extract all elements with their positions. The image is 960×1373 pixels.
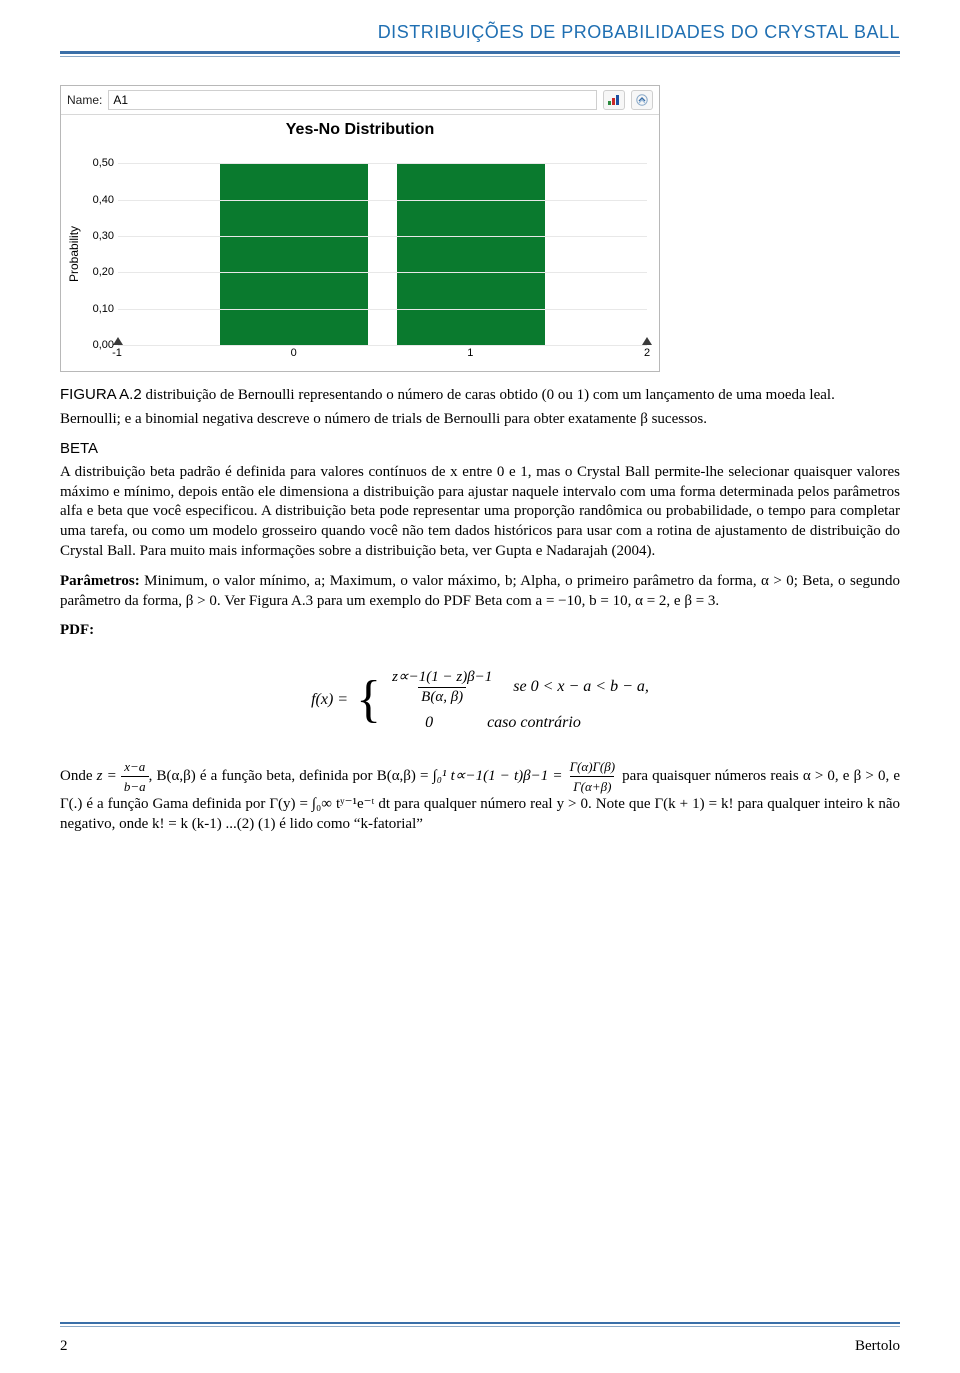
onde-post: para quaisquer números <box>618 768 766 784</box>
section-beta: BETA <box>60 440 900 457</box>
xtick-label: 2 <box>644 347 650 359</box>
ytick-label: 0,30 <box>84 230 114 242</box>
name-label: Name: <box>67 93 102 107</box>
onde-g-frac: Γ(α)Γ(β) Γ(α+β) <box>567 758 618 795</box>
collapse-icon-button[interactable] <box>631 90 653 110</box>
formula-bottom-val: 0 <box>389 714 469 732</box>
chart-icon <box>607 94 621 106</box>
footer-rule-thin <box>60 1326 900 1327</box>
yesno-chart-panel: Name: Yes-No Distribution Probability <box>60 85 660 372</box>
chart-bars <box>118 145 647 345</box>
figure-caption: FIGURA A.2 distribuição de Bernoulli rep… <box>60 386 900 404</box>
figure-caption-text: distribuição de Bernoulli representando … <box>142 387 835 403</box>
ytick-label: 0,10 <box>84 303 114 315</box>
chart-bar <box>397 163 545 345</box>
formula-brace: { <box>356 674 381 726</box>
params-text: Minimum, o valor mínimo, a; Maximum, o v… <box>60 573 900 609</box>
formula-top-den: B(α, β) <box>418 687 466 706</box>
range-marker-left <box>113 337 123 345</box>
footer-rule-thick <box>60 1322 900 1324</box>
ytick-label: 0,40 <box>84 194 114 206</box>
page-number: 2 <box>60 1338 68 1355</box>
pdf-formula-block: f(x) = { z∝−1(1 − z)β−1 B(α, β) se 0 < x… <box>60 667 900 732</box>
chart-bar <box>220 163 368 345</box>
grid-line <box>118 163 647 164</box>
footer-author: Bertolo <box>855 1338 900 1355</box>
onde-mid: , B(α,β) é a função beta, definida por B… <box>149 768 433 784</box>
onde-z-den: b−a <box>121 776 149 795</box>
chart-title: Yes-No Distribution <box>61 115 659 141</box>
onde-g-num: Γ(α)Γ(β) <box>567 758 618 776</box>
pdf-formula: f(x) = { z∝−1(1 − z)β−1 B(α, β) se 0 < x… <box>311 667 649 732</box>
grid-line <box>118 236 647 237</box>
formula-cond1: se 0 < x − a < b − a, <box>513 678 649 696</box>
onde-block: Onde z = x−a b−a , B(α,β) é a função bet… <box>60 758 900 835</box>
onde-z-eq: z = <box>97 768 117 784</box>
para-beta: A distribuição beta padrão é definida pa… <box>60 463 900 562</box>
para-bernoulli: Bernoulli; e a binomial negativa descrev… <box>60 410 900 430</box>
onde-z-frac: x−a b−a <box>121 758 149 795</box>
chart-plot: 0,000,100,200,300,400,50 <box>117 145 647 345</box>
header-rule-thick <box>60 51 900 54</box>
ytick-label: 0,50 <box>84 157 114 169</box>
figure-label: FIGURA A.2 <box>60 386 142 403</box>
xtick-label: -1 <box>112 347 122 359</box>
onde-pre: Onde <box>60 768 97 784</box>
range-marker-right <box>642 337 652 345</box>
onde-int1: ∫₀¹ t∝−1(1 − t)β−1 = <box>433 768 567 784</box>
formula-cond2: caso contrário <box>487 714 581 732</box>
formula-frac1: z∝−1(1 − z)β−1 B(α, β) <box>389 667 495 706</box>
chart-body: Probability 0,000,100,200,300,400,50 -10… <box>61 141 659 371</box>
xtick-label: 1 <box>467 347 473 359</box>
header-rule-thin <box>60 56 900 57</box>
onde-z-num: x−a <box>121 758 148 776</box>
grid-line <box>118 200 647 201</box>
chart-ylabel: Probability <box>65 145 83 363</box>
chart-area: 0,000,100,200,300,400,50 -1012 <box>83 145 653 363</box>
onde-g-den: Γ(α+β) <box>570 776 614 795</box>
grid-line <box>118 309 647 310</box>
grid-line <box>118 272 647 273</box>
pdf-label: PDF: <box>60 621 900 641</box>
chart-name-bar: Name: <box>61 86 659 115</box>
para-params: Parâmetros: Minimum, o valor mínimo, a; … <box>60 572 900 612</box>
chart-toolbar-icon[interactable] <box>603 90 625 110</box>
name-input[interactable] <box>108 90 597 110</box>
ytick-label: 0,20 <box>84 266 114 278</box>
chevron-up-icon <box>636 94 648 106</box>
params-label: Parâmetros: <box>60 573 140 589</box>
ytick-label: 0,00 <box>84 339 114 351</box>
chart-xaxis: -1012 <box>117 345 647 363</box>
running-header: DISTRIBUIÇÕES DE PROBABILIDADES DO CRYST… <box>60 0 900 51</box>
footer-rule <box>60 1322 900 1327</box>
page-footer: 2 Bertolo <box>60 1338 900 1355</box>
formula-top-num: z∝−1(1 − z)β−1 <box>389 667 495 687</box>
xtick-label: 0 <box>291 347 297 359</box>
formula-lhs: f(x) = <box>311 691 348 709</box>
